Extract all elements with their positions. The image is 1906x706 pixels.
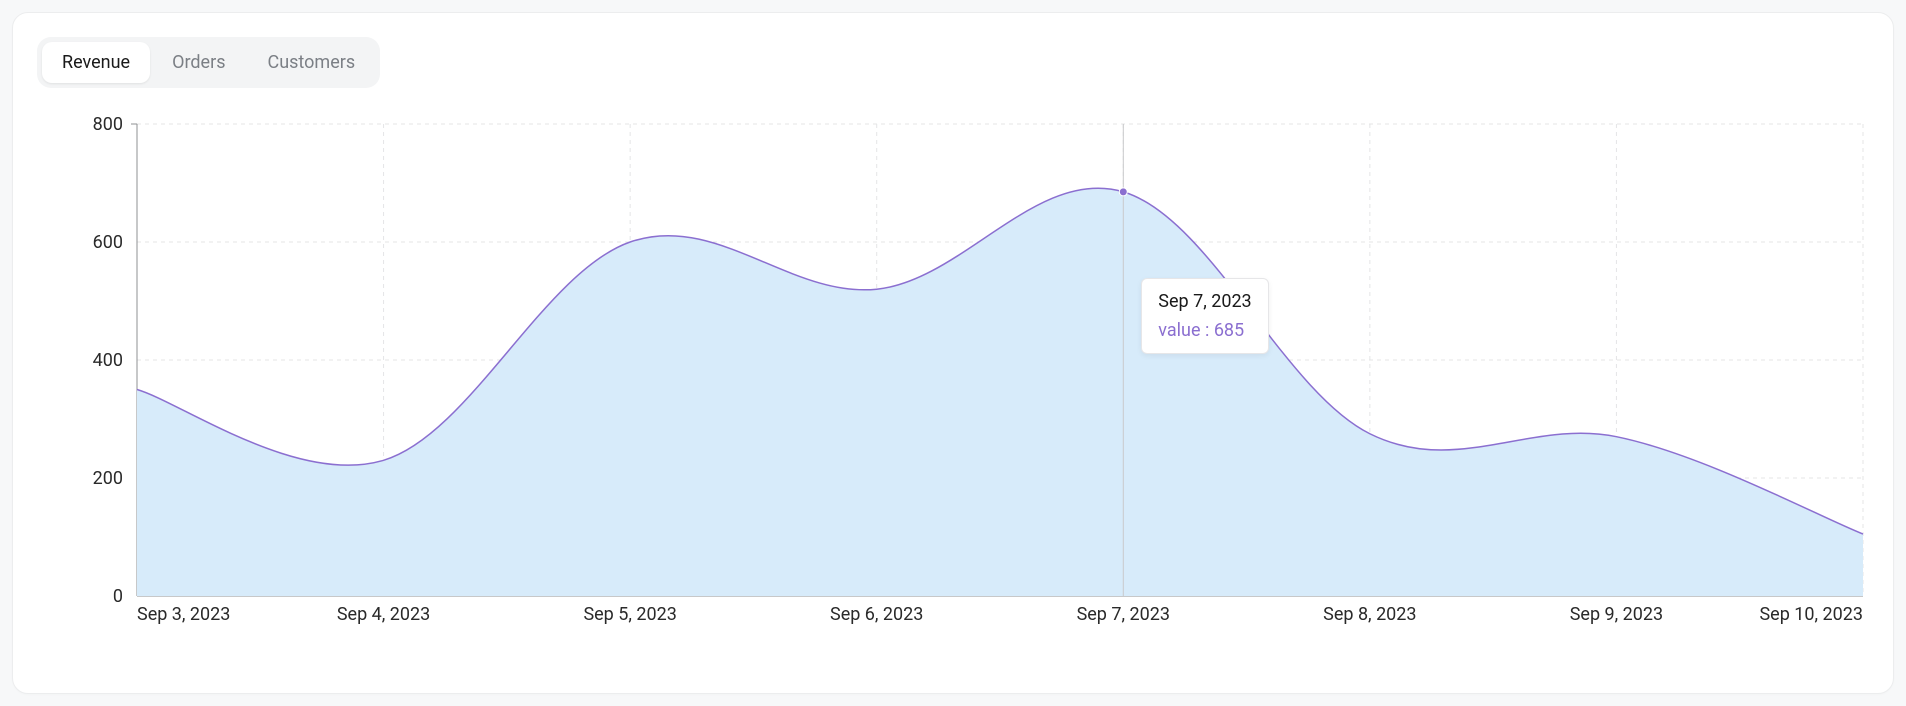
chart-container: 0 200 400 600 800 Sep 3, 2023 Sep 4, 2023 Sep 5… — [37, 116, 1869, 626]
svg-text:Sep 3, 2023: Sep 3, 2023 — [137, 604, 230, 625]
svg-text:200: 200 — [93, 468, 123, 489]
svg-text:Sep 10, 2023: Sep 10, 2023 — [1759, 604, 1863, 625]
svg-text:600: 600 — [93, 232, 123, 253]
area-chart[interactable]: 0 200 400 600 800 Sep 3, 2023 Sep 4, 2023 Sep 5… — [37, 116, 1869, 626]
svg-text:Sep 9, 2023: Sep 9, 2023 — [1570, 604, 1663, 625]
chart-card: Revenue Orders Customers 0 200 400 600 800 Se… — [12, 12, 1894, 694]
svg-text:Sep 6, 2023: Sep 6, 2023 — [830, 604, 923, 625]
tab-revenue[interactable]: Revenue — [42, 42, 150, 83]
svg-text:400: 400 — [93, 350, 123, 371]
tab-customers[interactable]: Customers — [248, 42, 376, 83]
svg-text:800: 800 — [93, 116, 123, 135]
metric-tabs: Revenue Orders Customers — [37, 37, 380, 88]
svg-text:0: 0 — [113, 586, 123, 607]
tab-orders[interactable]: Orders — [152, 42, 245, 83]
svg-text:Sep 7, 2023: Sep 7, 2023 — [1077, 604, 1170, 625]
svg-text:Sep 5, 2023: Sep 5, 2023 — [583, 604, 676, 625]
svg-text:Sep 8, 2023: Sep 8, 2023 — [1323, 604, 1416, 625]
svg-text:Sep 4, 2023: Sep 4, 2023 — [337, 604, 430, 625]
